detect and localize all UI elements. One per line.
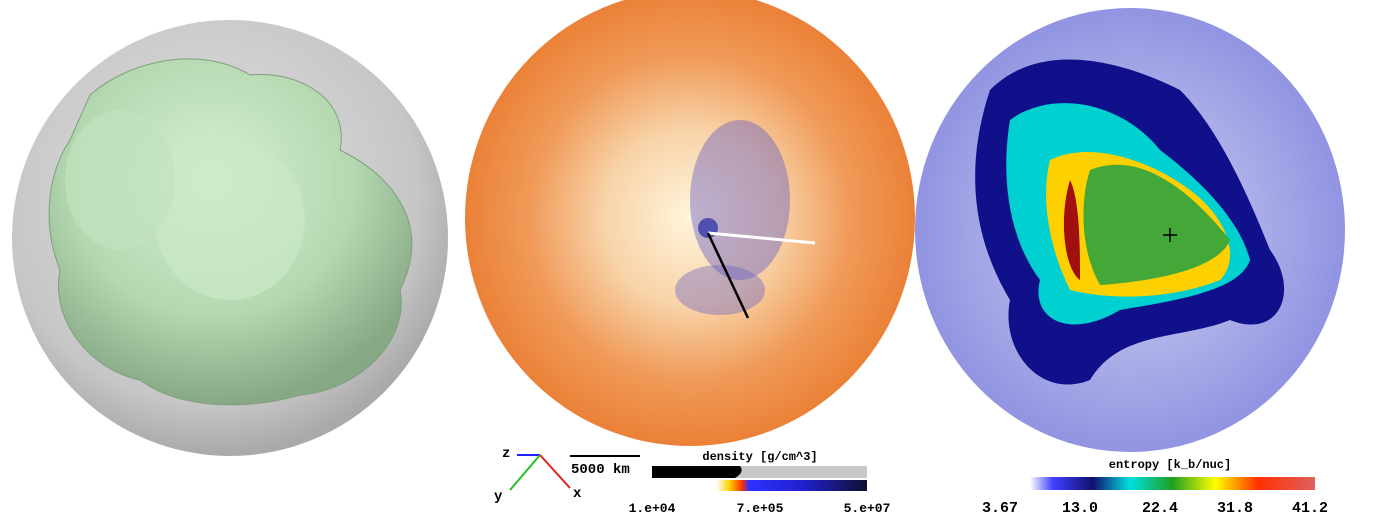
axis-x xyxy=(539,454,571,489)
colorbar-tick: 22.4 xyxy=(1142,500,1178,517)
axis-y xyxy=(509,454,541,491)
colorbar-title: entropy [k_b/nuc] xyxy=(1109,458,1231,472)
colorbar xyxy=(652,480,867,491)
triad-label: z xyxy=(502,446,510,462)
center-marker xyxy=(1163,228,1177,242)
lobe xyxy=(155,140,305,300)
low-density xyxy=(690,120,790,280)
colorbar-tick: 31.8 xyxy=(1217,500,1253,517)
colorbar-tick: 41.2 xyxy=(1292,500,1328,517)
peak-entropy xyxy=(1063,180,1080,280)
colorbar-title: density [g/cm^3] xyxy=(702,450,817,464)
scale-label: 5000 km xyxy=(571,462,630,478)
core-entropy xyxy=(1083,164,1230,285)
triad-label: x xyxy=(573,486,582,502)
low-density xyxy=(675,265,765,315)
triad-label: y xyxy=(494,489,503,505)
colorbar-tick: 13.0 xyxy=(1062,500,1098,517)
colorbar xyxy=(1030,477,1315,490)
colorbar-tick: 3.67 xyxy=(982,500,1018,517)
colorbar-tick: 1.e+04 xyxy=(629,501,676,516)
density-volume xyxy=(465,0,915,446)
opacity-curve xyxy=(652,466,742,478)
arrow xyxy=(706,232,750,319)
lobe xyxy=(65,110,175,250)
colorbar-tick: 5.e+07 xyxy=(844,501,891,516)
arrow xyxy=(707,231,816,245)
colorbar-tick: 7.e+05 xyxy=(737,501,784,516)
